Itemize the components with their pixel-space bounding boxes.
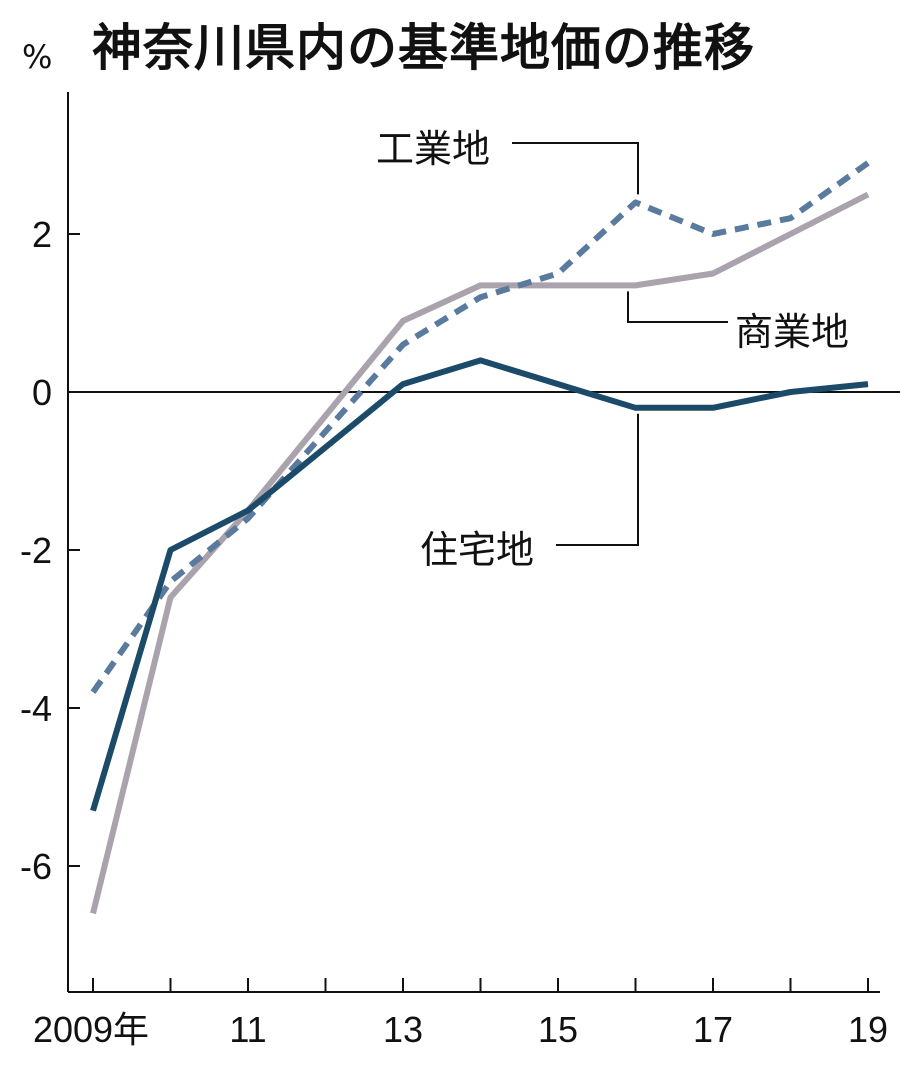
y-tick-label: -2 (20, 530, 52, 571)
series-line-industrial (90, 160, 870, 694)
y-axis-unit: % (22, 38, 53, 76)
series-label-commercial: 商業地 (735, 310, 849, 354)
series-label-residential-leader (556, 413, 639, 546)
y-tick-label: -4 (20, 688, 52, 729)
y-tick-label: 2 (32, 214, 52, 255)
chart-title: 神奈川県内の基準地価の推移 (92, 19, 755, 77)
x-tick-label: 19 (848, 1009, 888, 1050)
x-tick-label: 17 (693, 1009, 733, 1050)
series-label-commercial-leader (627, 291, 728, 323)
x-tick-label: 15 (538, 1009, 578, 1050)
series-line-residential (90, 357, 869, 812)
series-label-residential: 住宅地 (420, 528, 534, 572)
x-tick-label: 2009年 (33, 1009, 149, 1050)
y-tick-label: -6 (20, 846, 52, 887)
series-line-commercial (90, 191, 870, 915)
y-tick-label: 0 (32, 372, 52, 413)
series-label-industrial: 工業地 (376, 127, 490, 171)
x-tick-label: 13 (383, 1009, 423, 1050)
series-label-industrial-leader (512, 142, 639, 195)
x-tick-label: 11 (229, 1009, 266, 1050)
